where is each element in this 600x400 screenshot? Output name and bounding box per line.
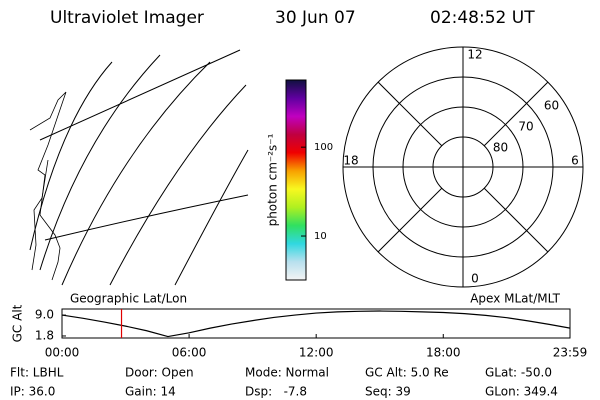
mlt-diagonal [377,81,443,147]
title: Ultraviolet Imager [50,8,204,28]
y-tick-label: 1.8 [35,328,54,342]
date: 30 Jun 07 [275,8,356,28]
y-axis-label: GC Alt [11,304,25,342]
plot-title-right: Apex MLat/MLT [470,292,560,306]
status-field: Flt: LBHL [10,366,64,380]
mlt-label: 12 [467,48,482,62]
mlt-label: 18 [343,154,358,168]
tick-label: 10 [314,231,327,242]
colorbar-label: photon cm⁻²s⁻¹ [266,133,280,226]
x-tick-label: 12:00 [299,346,334,360]
lat-label: 80 [493,141,508,155]
x-tick-label: 23:59 [553,346,588,360]
status-field: Door: Open [125,366,194,380]
plot-title-left: Geographic Lat/Lon [70,292,187,306]
status-field: GC Alt: 5.0 Re [365,366,449,380]
status-field: Dsp: -7.8 [245,385,307,399]
colorbar [285,79,307,281]
lat-label: 70 [518,120,533,134]
mlt-diagonal [377,187,443,253]
status-field: Mode: Normal [245,366,329,380]
status-field: Seq: 39 [365,385,411,399]
status-field: GLon: 349.4 [485,385,558,399]
altitude-line [61,310,571,338]
mlt-diagonal [483,81,549,147]
x-tick-label: 06:00 [172,346,207,360]
y-tick-label: 9.0 [35,308,54,322]
mlt-label: 6 [571,154,579,168]
mlt-label: 0 [471,272,479,286]
x-tick-label: 18:00 [426,346,461,360]
map-image [29,49,249,286]
mlt-diagonal [483,187,549,253]
time: 02:48:52 UT [430,8,535,28]
lat-label: 60 [544,99,559,113]
x-tick-label: 00:00 [45,346,80,360]
tick-label: 100 [314,142,333,153]
status-field: IP: 36.0 [10,385,55,399]
status-field: Gain: 14 [125,385,176,399]
status-field: GLat: -50.0 [485,366,552,380]
